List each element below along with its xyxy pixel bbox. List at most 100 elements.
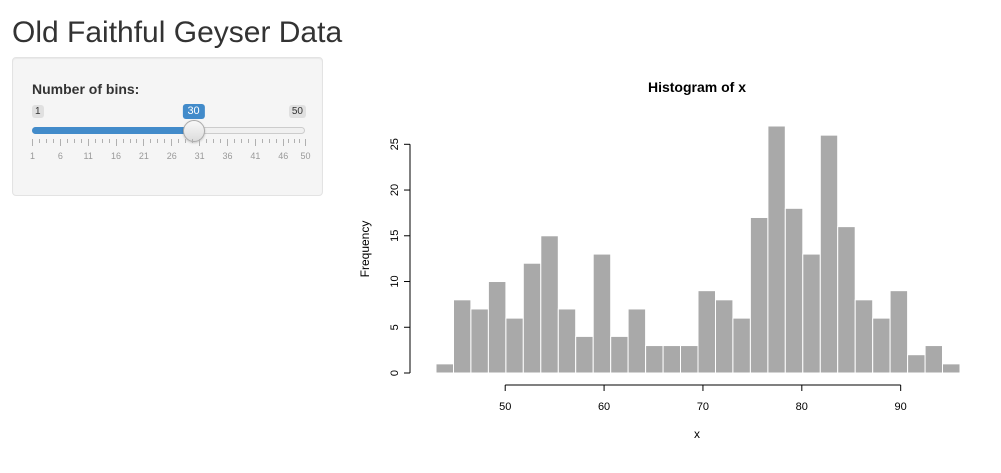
- x-axis: 50 60 70 80 90: [499, 384, 907, 413]
- slider-minor-tick: [73, 139, 75, 143]
- x-tick-label: 70: [697, 401, 709, 413]
- histogram-bar: [592, 253, 612, 374]
- slider-minor-tick: [220, 139, 222, 143]
- slider-major-tick: [254, 139, 256, 146]
- histogram-bar: [540, 235, 559, 374]
- slider-minor-tick: [261, 139, 263, 143]
- slider-minor-tick: [247, 139, 249, 143]
- bins-slider-label: Number of bins:: [32, 81, 140, 97]
- y-tick-label: 10: [389, 275, 401, 287]
- histogram-bar: [889, 290, 909, 374]
- page-title: Old Faithful Geyser Data: [12, 16, 343, 49]
- histogram-bar: [872, 317, 891, 374]
- histogram-bar: [767, 125, 786, 374]
- y-axis: 0 5 10 15 20 25: [389, 138, 411, 376]
- histogram-chart: Histogram of x x Frequency 50 60 70 80 90 0 5…: [358, 79, 961, 441]
- slider-minor-tick: [94, 139, 96, 143]
- slider-minor-tick: [80, 139, 82, 143]
- histogram-bar: [505, 317, 524, 374]
- y-tick-label: 25: [389, 138, 401, 150]
- sidebar-panel: Number of bins: 1 50 30 1 6 11 16 21 26 31 36 41…: [12, 57, 323, 196]
- y-tick-label: 0: [389, 370, 401, 376]
- slider-minor-tick: [66, 139, 68, 143]
- slider-minor-tick: [108, 139, 110, 143]
- histogram-bar: [627, 308, 647, 374]
- slider-min-badge: 1: [32, 105, 44, 118]
- histogram-bar: [837, 226, 856, 374]
- histogram-bar: [924, 345, 944, 374]
- slider-minor-tick: [288, 139, 290, 143]
- histogram-bar: [680, 345, 699, 374]
- slider-minor-tick: [206, 139, 208, 143]
- slider-value-badge: 30: [182, 104, 205, 119]
- slider-major-tick: [87, 139, 89, 146]
- histogram-bar: [557, 308, 577, 374]
- slider-minor-tick: [192, 139, 194, 143]
- histogram-bar: [452, 299, 472, 374]
- slider-major-tick: [115, 139, 117, 146]
- slider-tick-label: 6: [57, 151, 63, 161]
- slider-tick-label: 41: [250, 151, 261, 161]
- slider-minor-tick: [240, 139, 242, 143]
- histogram-bar: [662, 345, 682, 374]
- histogram-bar: [470, 308, 489, 374]
- slider-tick-label: 21: [138, 151, 149, 161]
- histogram-bar: [802, 253, 821, 374]
- slider-major-tick: [305, 139, 306, 146]
- slider-minor-tick: [129, 139, 131, 143]
- histogram-bar: [749, 216, 769, 374]
- histogram-bar: [732, 317, 751, 374]
- histogram-bar: [522, 262, 542, 374]
- slider-major-tick: [227, 139, 228, 146]
- slider-minor-tick: [275, 139, 277, 143]
- slider-max-badge: 50: [288, 105, 306, 118]
- slider-minor-tick: [293, 139, 295, 143]
- slider-tick-label: 36: [222, 151, 233, 161]
- slider-major-tick: [282, 139, 284, 146]
- slider-major-tick: [143, 139, 145, 146]
- slider-tick-label: 50: [300, 151, 311, 161]
- slider-minor-tick: [185, 139, 187, 143]
- slider-minor-tick: [45, 139, 47, 143]
- histogram-bar: [819, 134, 839, 374]
- histogram-bar: [942, 363, 961, 374]
- slider-minor-tick: [233, 139, 235, 143]
- slider-minor-tick: [101, 139, 103, 143]
- slider-minor-tick: [38, 139, 40, 143]
- histogram-bar: [697, 290, 716, 374]
- histogram-bar: [575, 335, 594, 374]
- slider-minor-tick: [164, 139, 166, 143]
- x-axis-label: x: [694, 427, 700, 441]
- bins-slider[interactable]: 1 50 30 1 6 11 16 21 26 31 36 41 46 50: [30, 102, 311, 172]
- x-tick-label: 50: [499, 401, 511, 413]
- slider-fill: [32, 127, 194, 134]
- slider-major-tick: [59, 139, 61, 146]
- slider-minor-tick: [178, 139, 180, 143]
- x-tick-label: 90: [895, 401, 907, 413]
- slider-tick-label: 11: [83, 151, 93, 161]
- slider-tick-label: 31: [194, 151, 205, 161]
- slider-minor-tick: [136, 139, 138, 143]
- slider-minor-tick: [213, 139, 215, 143]
- histogram-bar: [610, 335, 629, 374]
- bars-group: [435, 125, 961, 374]
- y-tick-label: 20: [389, 184, 401, 196]
- histogram-bar: [907, 354, 926, 374]
- x-tick-label: 80: [796, 401, 808, 413]
- y-axis-label: Frequency: [358, 221, 372, 278]
- slider-minor-tick: [52, 139, 54, 143]
- slider-tick-label: 26: [166, 151, 177, 161]
- y-tick-label: 5: [389, 324, 401, 330]
- histogram-bar: [645, 345, 664, 374]
- histogram-bar: [854, 299, 874, 374]
- histogram-bar: [784, 207, 804, 374]
- slider-major-tick: [171, 139, 173, 146]
- slider-minor-tick: [268, 139, 270, 143]
- slider-minor-tick: [157, 139, 159, 143]
- slider-tick-label: 46: [278, 151, 289, 161]
- slider-tick-label: 16: [111, 151, 122, 161]
- chart-title: Histogram of x: [648, 79, 746, 95]
- slider-handle[interactable]: [182, 120, 205, 142]
- histogram-bar: [714, 299, 734, 374]
- slider-minor-tick: [150, 139, 152, 143]
